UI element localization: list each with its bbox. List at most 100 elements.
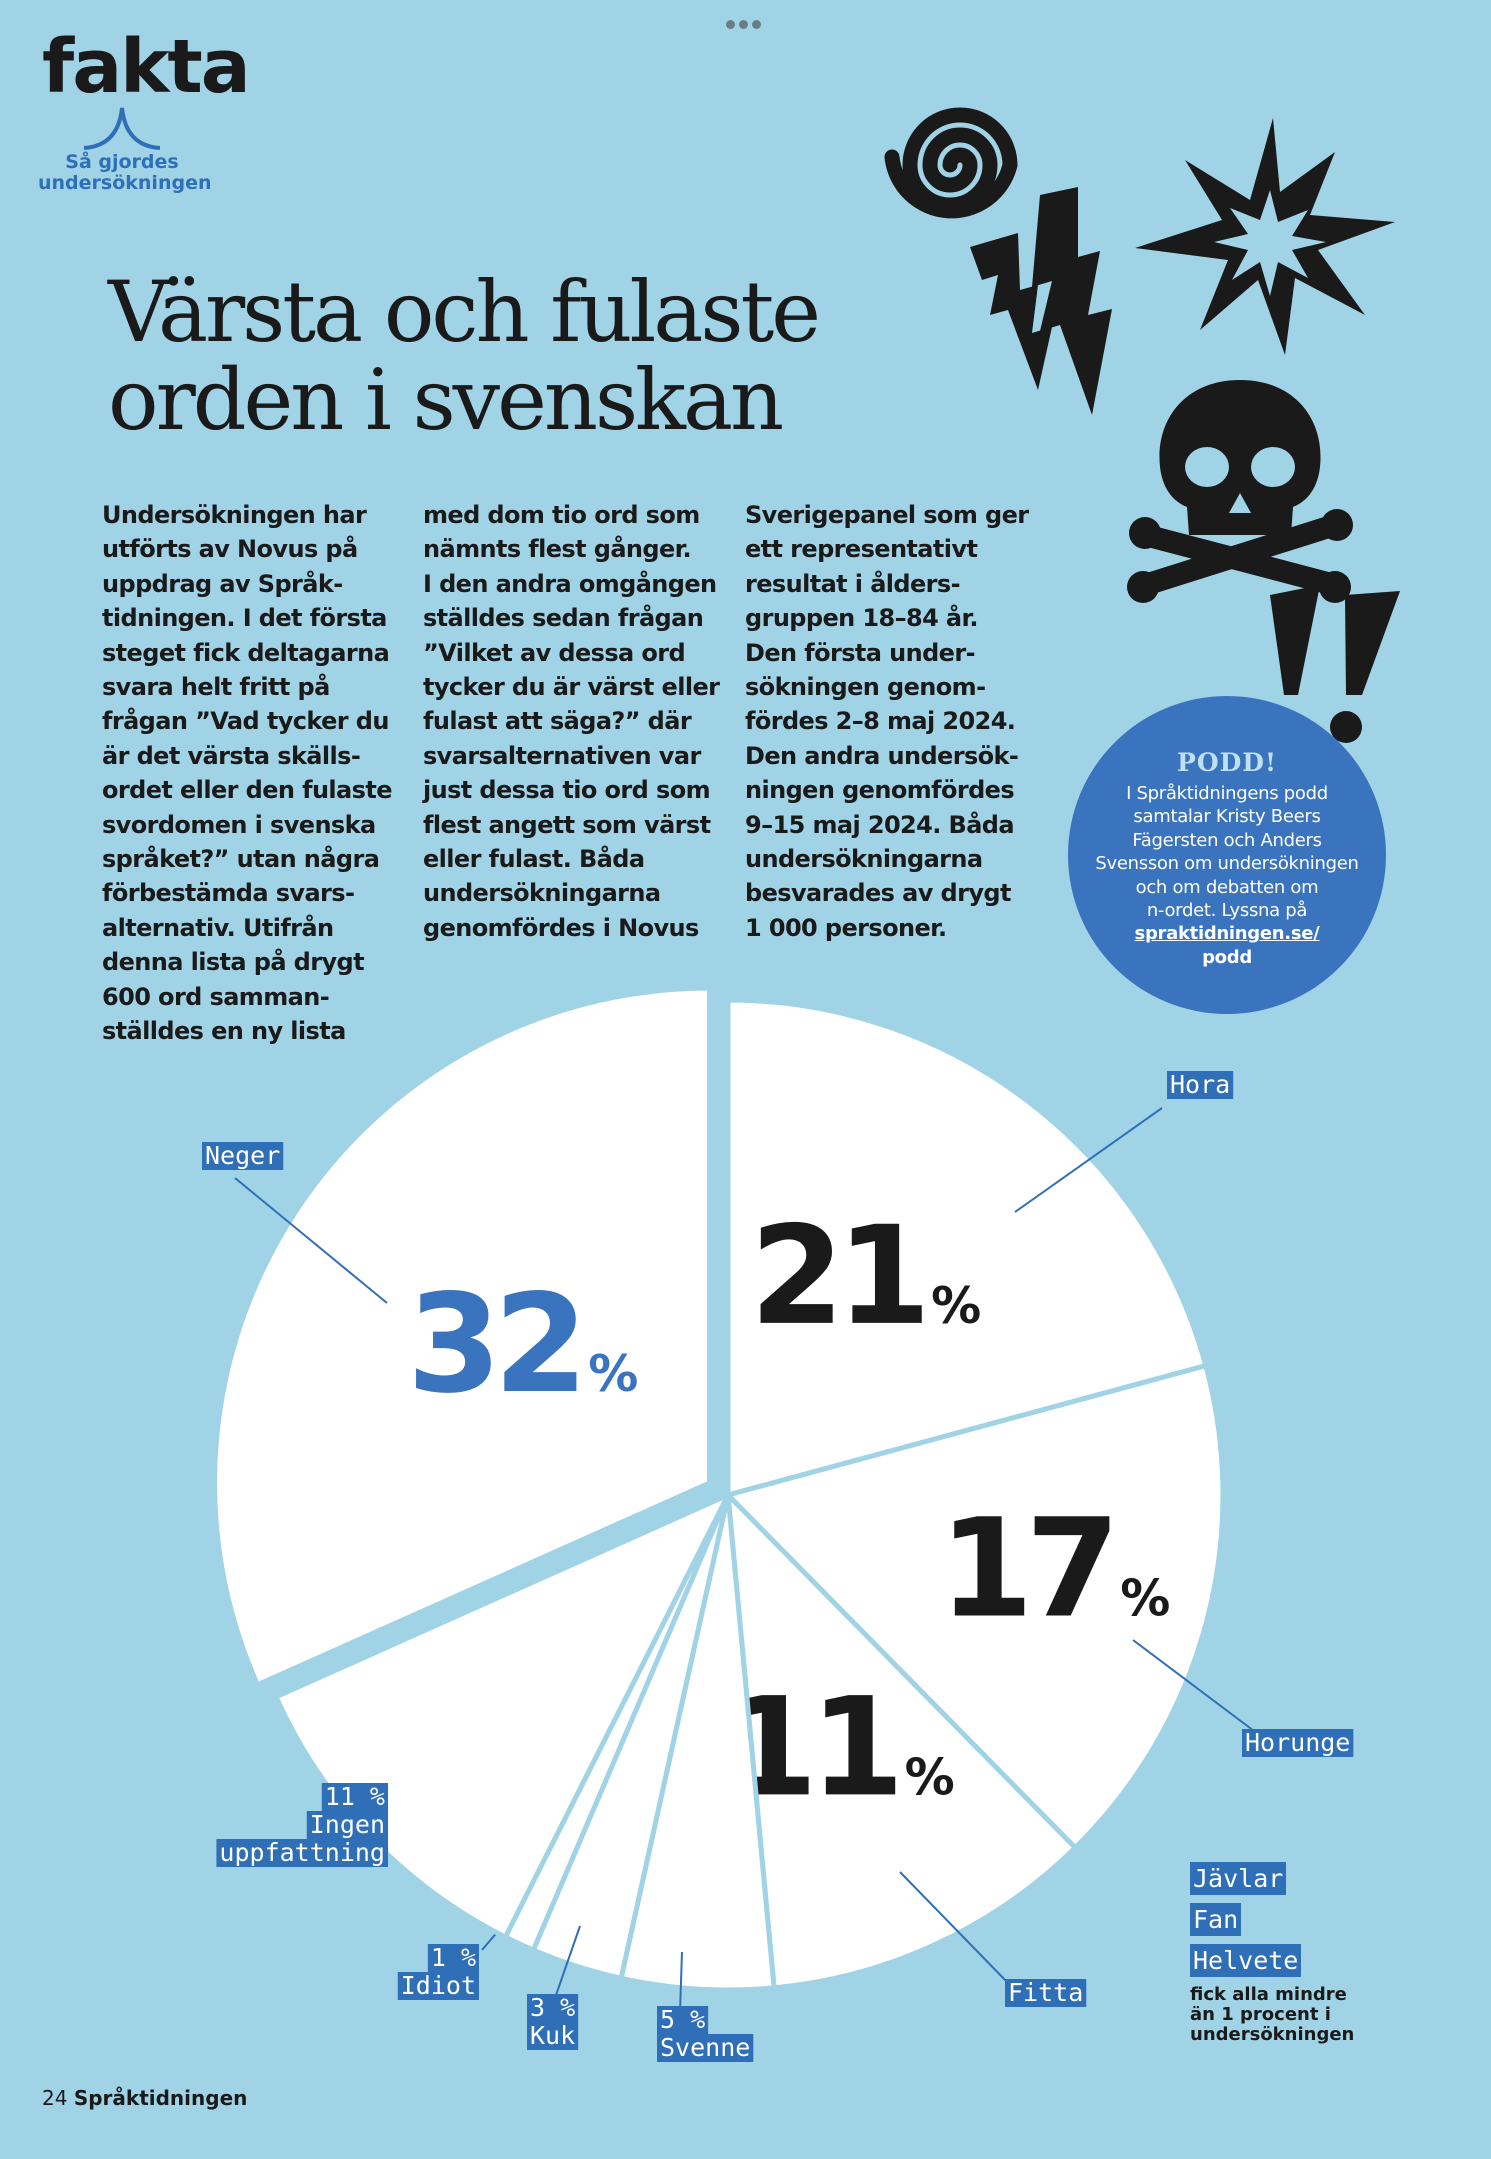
slice-label: Ingen — [310, 1810, 385, 1839]
body-line: med dom tio ord som — [423, 501, 700, 529]
body-line: gruppen 18–84 år. — [745, 604, 978, 633]
body-line: ett representativt — [745, 535, 978, 564]
podcast-line: n-ordet. Lyssna på — [1146, 900, 1308, 922]
slice-label: 1 % — [431, 1943, 476, 1972]
slice-unit: % — [931, 1277, 981, 1335]
body-line: frågan ”Vad tycker du — [102, 707, 389, 736]
body-line: uppdrag av Språk- — [102, 569, 343, 598]
slice-label-bg — [1167, 1071, 1234, 1099]
minor-word-tag: Fan — [1190, 1903, 1242, 1936]
slice-label-bg — [657, 2006, 709, 2034]
slice-value: 32 — [407, 1266, 580, 1424]
slice-label: Idiot — [401, 1971, 476, 2000]
body-line: eller fulast. Båda — [423, 845, 645, 874]
minor-note-line: fick alla mindre — [1190, 1984, 1347, 2005]
podcast-badge[interactable]: PODD! I Språktidningens podd samtalar Kr… — [1068, 696, 1386, 1014]
minor-words-note: fick alla mindre än 1 procent i undersök… — [1190, 1985, 1354, 2045]
podcast-line: I Språktidningens podd — [1126, 783, 1328, 804]
spiral-icon — [884, 107, 1018, 219]
body-line: denna lista på drygt — [102, 948, 365, 977]
body-line: tycker du är värst eller — [423, 673, 720, 702]
slice-label-bg — [527, 2022, 579, 2050]
body-column-2: med dom tio ord som nämnts flest gånger. I… — [423, 498, 743, 945]
body-line: undersökningarna — [423, 879, 661, 908]
slice-label-bg — [216, 1839, 388, 1867]
body-line: ”Vilket av dessa ord — [423, 638, 686, 667]
slice-label: 11 % — [325, 1782, 385, 1811]
leader-line — [1014, 1107, 1163, 1213]
slice-label: 3 % — [530, 1993, 575, 2022]
body-line: förbestämda svars- — [102, 879, 355, 908]
body-line: svordomen i svenska — [102, 810, 376, 839]
body-line: svara helt fritt på — [102, 673, 330, 702]
slice-unit: % — [588, 1345, 638, 1403]
slice-label: 5 % — [660, 2005, 705, 2034]
body-line: 600 ord samman- — [102, 982, 330, 1011]
body-line: Sverigepanel som ger — [745, 501, 1029, 529]
body-line: utförts av Novus på — [102, 535, 358, 564]
podcast-link-suffix[interactable]: podd — [1202, 946, 1252, 968]
publication-name: Språktidningen — [73, 2086, 248, 2110]
body-line: svarsalternativen var — [423, 741, 701, 770]
slice-label-bg — [306, 1811, 388, 1839]
slice-unit: % — [1120, 1569, 1170, 1627]
podcast-title: PODD! — [1177, 748, 1277, 777]
slice-value: 17 — [939, 1490, 1112, 1648]
podcast-link[interactable]: spraktidningen.se/ — [1134, 923, 1320, 945]
body-line: Den första under- — [745, 638, 976, 667]
slice-label-bg — [1005, 1979, 1087, 2007]
section-arc-icon — [83, 107, 161, 150]
slice-label-bg — [1242, 1729, 1354, 1757]
podcast-line: och om debatten om — [1135, 876, 1319, 898]
page-number: 24 — [42, 2086, 68, 2110]
page-title: Värsta och fulaste orden i svenskan — [108, 263, 821, 450]
pie-slice-neger — [212, 985, 713, 1688]
body-line: fulast att säga?” där — [423, 707, 692, 736]
body-line: är det värsta skälls- — [102, 741, 361, 770]
body-line: flest angett som värst — [423, 810, 711, 839]
body-line: ställdes en ny lista — [102, 1017, 346, 1046]
body-line: 9–15 maj 2024. Båda — [745, 810, 1015, 839]
body-line: Den andra undersök- — [745, 741, 1019, 770]
leader-line — [554, 1925, 581, 1999]
leader-line — [234, 1177, 388, 1304]
podcast-line: Fägersten och Anders — [1132, 829, 1322, 851]
slice-label-bg — [427, 1944, 479, 1972]
slice-label: Horunge — [1245, 1728, 1350, 1757]
body-line: ordet eller den fulaste — [102, 776, 393, 805]
body-line: fördes 2–8 maj 2024. — [745, 707, 1016, 736]
slice-label: uppfattning — [219, 1838, 385, 1867]
slice-label: Hora — [1170, 1070, 1230, 1099]
title-line-1: Värsta och fulaste — [108, 263, 821, 361]
podcast-line: Svensson om undersökningen — [1095, 853, 1359, 875]
starburst-icon — [1135, 118, 1395, 355]
minor-note-line: än 1 procent i — [1190, 2004, 1331, 2025]
title-line-2: orden i svenskan — [108, 351, 784, 450]
body-line: resultat i ålders- — [745, 569, 961, 598]
podcast-line: samtalar Kristy Beers — [1133, 806, 1321, 828]
slice-label-bg — [657, 2034, 754, 2062]
slice-label: Svenne — [660, 2033, 750, 2062]
minor-word-tag: Jävlar — [1190, 1862, 1287, 1895]
pie-slice-horunge — [725, 1363, 1226, 1851]
minor-word-tag: Helvete — [1190, 1944, 1302, 1977]
body-line: 1 000 personer. — [745, 913, 947, 942]
body-line: Undersökningen har — [102, 501, 367, 529]
podcast-text: I Språktidningens podd samtalar Kristy B… — [1068, 782, 1386, 969]
slice-label: Kuk — [530, 2021, 575, 2050]
slice-label-bg — [202, 1142, 284, 1170]
skull-crossbones-icon — [1127, 380, 1353, 603]
section-sublabel: Så gjordes undersökningen — [38, 151, 212, 194]
minor-words-legend: Jävlar Fan Helvete fick alla mindre än 1… — [1190, 1862, 1354, 2045]
slice-label: Neger — [205, 1141, 280, 1170]
leader-line — [899, 1871, 1011, 1986]
leader-line — [1132, 1639, 1263, 1738]
slice-label-bg — [527, 1994, 579, 2022]
body-line: språket?” utan några — [102, 845, 380, 874]
slice-label: Fitta — [1008, 1978, 1083, 2007]
slice-value: 21 — [750, 1198, 923, 1356]
body-line: genomfördes i Novus — [423, 913, 699, 942]
more-options-icon[interactable] — [726, 14, 770, 29]
